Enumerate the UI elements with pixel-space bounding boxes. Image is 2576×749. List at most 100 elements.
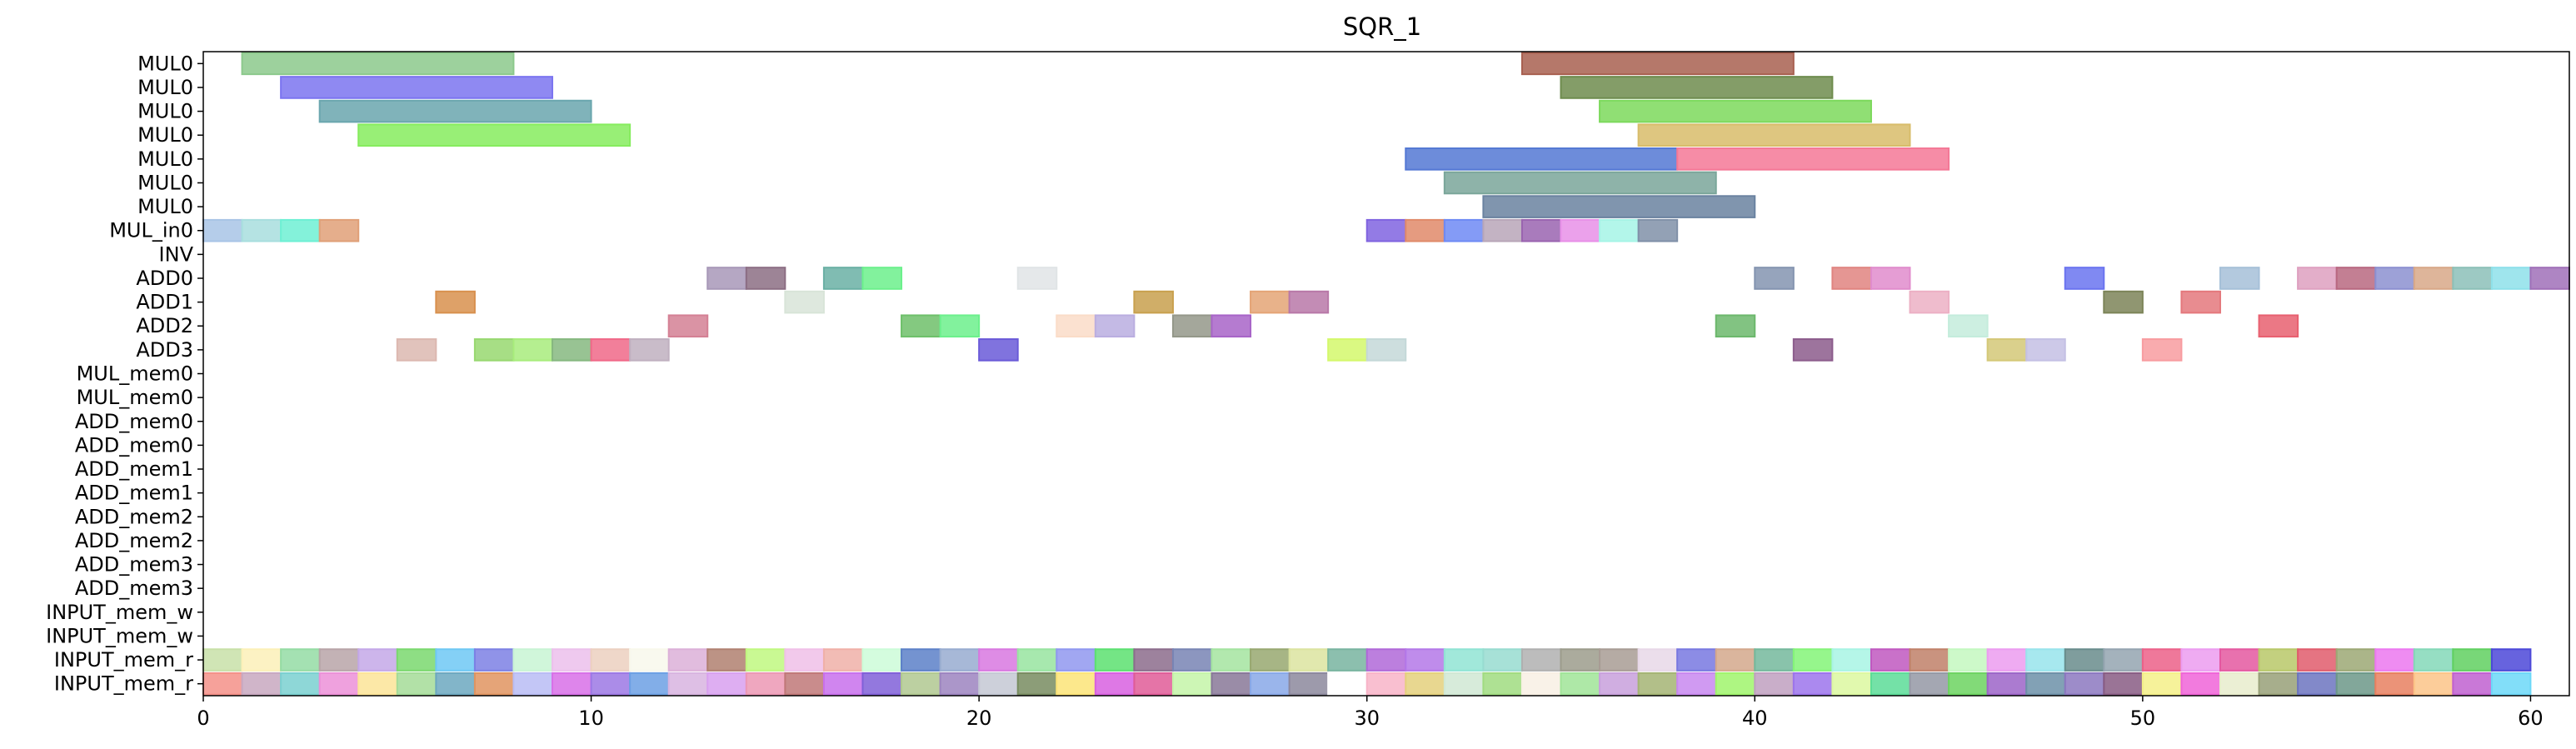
x-tick-label: 0 — [197, 707, 209, 730]
gantt-bar-input-mem-r-32 — [1443, 672, 1485, 696]
y-tick-label: ADD3 — [136, 338, 193, 362]
y-tick-label: MUL_mem0 — [77, 386, 193, 409]
gantt-bar-input-mem-r-23 — [1094, 648, 1136, 672]
gantt-bar-input-mem-r-31 — [1405, 648, 1445, 672]
gantt-bar-add3-8 — [512, 338, 554, 362]
gantt-bar-input-mem-r-31 — [1405, 672, 1445, 696]
y-tick-label: MUL_mem0 — [77, 362, 193, 386]
gantt-bar-input-mem-r-55 — [2335, 648, 2377, 672]
y-tick-label: ADD_mem3 — [75, 553, 193, 577]
gantt-bar-input-mem-r-0 — [202, 648, 243, 672]
gantt-bar-mul-in0-34 — [1520, 218, 1562, 242]
gantt-bar-add2-12 — [667, 314, 709, 338]
gantt-bar-add0-17 — [861, 267, 903, 290]
gantt-bar-mul-in0-36 — [1599, 218, 1640, 242]
gantt-bar-add1-24 — [1133, 290, 1174, 314]
gantt-bar-add0-43 — [1870, 267, 1911, 290]
gantt-bar-mul-in0-3 — [318, 218, 360, 242]
gantt-bar-input-mem-r-38 — [1676, 648, 1717, 672]
y-tick-label: ADD_mem2 — [75, 505, 193, 528]
gantt-bar-input-mem-r-14 — [745, 648, 786, 672]
gantt-bar-input-mem-r-30 — [1365, 672, 1407, 696]
gantt-bar-input-mem-r-24 — [1133, 672, 1174, 696]
x-tick-label: 60 — [2518, 707, 2544, 730]
gantt-bar-input-mem-r-10 — [590, 672, 632, 696]
gantt-bar-input-mem-r-37 — [1637, 672, 1679, 696]
gantt-bar-input-mem-r-8 — [512, 672, 554, 696]
y-tick-label: ADD_mem2 — [75, 529, 193, 552]
gantt-bar-input-mem-r-10 — [590, 648, 632, 672]
gantt-bar-input-mem-r-35 — [1560, 648, 1601, 672]
gantt-bar-input-mem-r-17 — [861, 672, 903, 696]
y-tick-label: ADD1 — [136, 291, 193, 314]
y-tick-label: INPUT_mem_r — [54, 672, 193, 696]
gantt-bar-input-mem-r-59 — [2490, 672, 2532, 696]
gantt-bar-input-mem-r-23 — [1094, 672, 1136, 696]
gantt-bar-input-mem-r-49 — [2103, 672, 2144, 696]
gantt-bar-input-mem-r-51 — [2180, 648, 2221, 672]
y-tick-label: ADD0 — [136, 267, 193, 290]
gantt-bar-input-mem-r-1 — [241, 648, 282, 672]
gantt-bar-input-mem-r-32 — [1443, 648, 1485, 672]
gantt-bar-input-mem-r-39 — [1715, 672, 1756, 696]
gantt-bar-input-mem-r-15 — [784, 672, 825, 696]
gantt-bar-mul-in0-31 — [1405, 218, 1445, 242]
y-tick-label: MUL0 — [137, 195, 193, 218]
gantt-bar-add3-9 — [552, 338, 592, 362]
gantt-bar-mul0-1 — [241, 52, 515, 76]
gantt-bar-add0-55 — [2335, 267, 2377, 290]
gantt-bar-add0-54 — [2297, 267, 2338, 290]
y-tick-label: ADD_mem3 — [75, 577, 193, 600]
gantt-bar-input-mem-r-27 — [1250, 672, 1290, 696]
gantt-bar-add1-6 — [435, 290, 476, 314]
gantt-bar-add3-7 — [473, 338, 515, 362]
gantt-bar-input-mem-r-30 — [1365, 648, 1407, 672]
y-tick-label: ADD_mem0 — [75, 433, 193, 457]
gantt-bar-add2-53 — [2258, 314, 2299, 338]
gantt-bar-input-mem-r-26 — [1211, 672, 1252, 696]
gantt-bar-input-mem-r-50 — [2141, 672, 2183, 696]
gantt-bar-input-mem-r-36 — [1599, 648, 1640, 672]
y-tick-label: MUL0 — [137, 171, 193, 194]
gantt-bar-input-mem-r-14 — [745, 672, 786, 696]
gantt-bar-mul0-33 — [1482, 195, 1756, 218]
gantt-bar-add3-50 — [2141, 338, 2183, 362]
gantt-bar-add0-56 — [2374, 267, 2415, 290]
gantt-bar-input-mem-r-40 — [1754, 672, 1795, 696]
gantt-bar-input-mem-r-0 — [202, 672, 243, 696]
gantt-bar-mul-in0-35 — [1560, 218, 1601, 242]
gantt-bar-input-mem-r-47 — [2025, 672, 2066, 696]
gantt-bar-input-mem-r-48 — [2064, 648, 2105, 672]
gantt-bar-input-mem-r-21 — [1016, 648, 1058, 672]
gantt-bar-input-mem-r-12 — [667, 648, 709, 672]
gantt-bar-mul0-3 — [318, 99, 592, 123]
gantt-bar-input-mem-r-54 — [2297, 648, 2338, 672]
gantt-bar-input-mem-r-52 — [2219, 648, 2260, 672]
gantt-bar-input-mem-r-6 — [435, 672, 476, 696]
gantt-bar-input-mem-r-20 — [978, 648, 1019, 672]
y-tick-label: INV — [159, 242, 194, 266]
gantt-bar-input-mem-r-57 — [2413, 648, 2454, 672]
gantt-bar-input-mem-r-44 — [1909, 672, 1950, 696]
gantt-bar-input-mem-r-22 — [1056, 648, 1096, 672]
gantt-bar-input-mem-r-43 — [1870, 672, 1911, 696]
gantt-bar-add2-25 — [1171, 314, 1213, 338]
gantt-bar-add0-57 — [2413, 267, 2454, 290]
gantt-bar-input-mem-r-7 — [473, 672, 515, 696]
y-tick-label: MUL0 — [137, 76, 193, 99]
gantt-bar-input-mem-r-4 — [357, 672, 398, 696]
gantt-bar-input-mem-r-46 — [1986, 648, 2028, 672]
gantt-bar-mul-in0-0 — [202, 218, 243, 242]
y-tick-label: INPUT_mem_w — [46, 624, 193, 647]
gantt-bar-input-mem-r-28 — [1288, 672, 1330, 696]
gantt-bar-input-mem-r-35 — [1560, 672, 1601, 696]
gantt-bar-add3-10 — [590, 338, 632, 362]
gantt-bar-input-mem-r-34 — [1520, 648, 1562, 672]
y-tick-label: INPUT_mem_r — [54, 648, 193, 672]
gantt-bar-mul0-31 — [1405, 147, 1679, 171]
gantt-bar-add0-21 — [1016, 267, 1058, 290]
gantt-bar-add2-39 — [1715, 314, 1756, 338]
gantt-bar-add3-11 — [629, 338, 670, 362]
y-tick-label: ADD_mem0 — [75, 410, 193, 433]
